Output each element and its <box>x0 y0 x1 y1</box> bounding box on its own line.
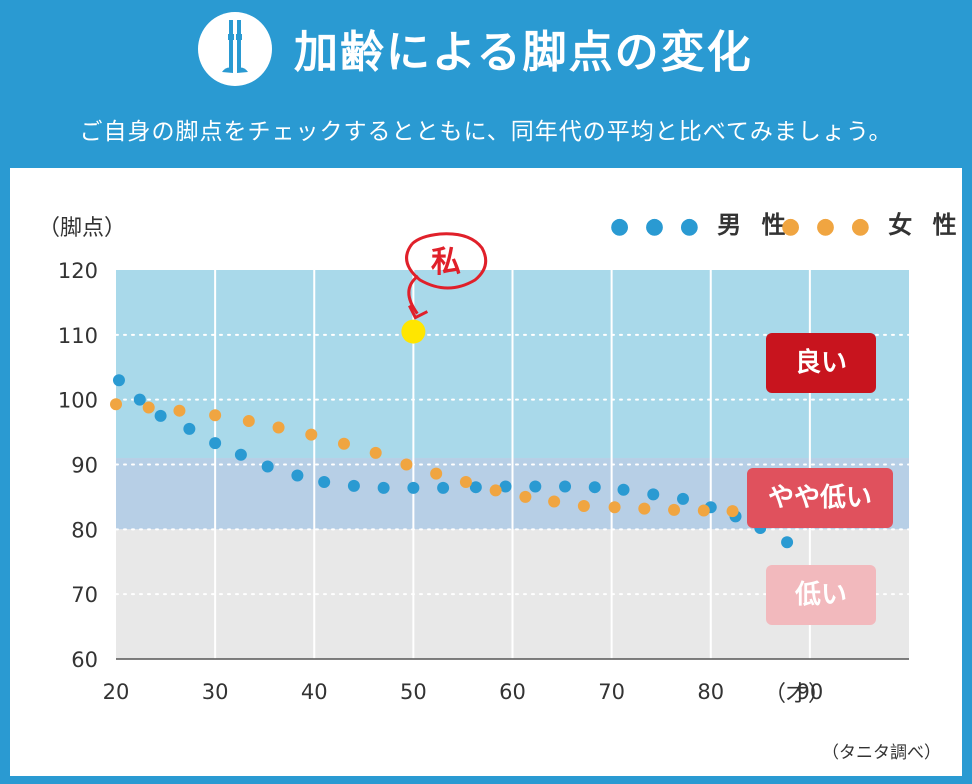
y-tick-label: 70 <box>71 583 98 607</box>
female-data-point <box>638 502 651 515</box>
male-data-point <box>291 469 304 482</box>
female-data-point <box>519 490 532 503</box>
y-axis-unit: （脚点） <box>38 216 127 241</box>
y-tick-label: 90 <box>71 454 98 478</box>
legend-female-label: 女 性 <box>888 211 963 239</box>
x-tick-label: 40 <box>301 680 328 704</box>
header: 加齢による脚点の変化 <box>0 0 972 92</box>
x-tick-label: 80 <box>697 680 724 704</box>
x-axis-unit: （才） <box>764 682 831 707</box>
female-data-point <box>726 505 739 518</box>
male-data-point <box>112 374 125 387</box>
male-data-point <box>318 476 331 489</box>
male-data-point <box>154 409 167 422</box>
female-data-point <box>142 401 155 414</box>
male-data-point <box>209 437 222 450</box>
female-data-point <box>577 499 590 512</box>
female-data-point <box>489 484 502 497</box>
female-data-point <box>209 409 222 422</box>
female-data-point <box>110 398 122 411</box>
female-data-point <box>272 421 285 434</box>
female-data-point <box>173 404 186 417</box>
male-data-point <box>183 422 196 435</box>
female-data-point <box>608 501 621 514</box>
female-data-point <box>459 476 472 489</box>
legend-male: ● ● ● 男 性 <box>610 205 792 240</box>
annotation-label: 私 <box>431 245 461 280</box>
legend-female: ● ● ● 女 性 <box>781 205 963 240</box>
male-data-point <box>499 480 512 493</box>
x-tick-label: 50 <box>400 680 427 704</box>
zone-badge-fair: やや低い <box>747 468 893 528</box>
legend-male-marker: ● ● ● <box>610 214 703 239</box>
x-tick-label: 30 <box>202 680 229 704</box>
legs-logo-icon <box>198 12 272 86</box>
male-data-point <box>347 479 360 492</box>
annotation-arrowhead <box>408 304 429 320</box>
female-data-point <box>430 467 443 480</box>
my-data-point <box>401 319 426 344</box>
male-data-point <box>647 488 660 501</box>
male-data-point <box>781 536 794 549</box>
y-tick-label: 110 <box>58 324 98 348</box>
male-data-point <box>529 480 542 493</box>
male-data-point <box>261 460 274 473</box>
y-tick-label: 100 <box>58 389 98 413</box>
male-data-point <box>469 481 482 494</box>
x-tick-label: 90 <box>797 680 824 704</box>
y-tick-label: 120 <box>58 259 98 283</box>
x-tick-label: 20 <box>103 680 130 704</box>
page-title: 加齢による脚点の変化 <box>294 27 753 78</box>
male-data-point <box>676 492 689 505</box>
legend-female-marker: ● ● ● <box>781 214 874 239</box>
source-note: （タニタ調べ） <box>822 743 941 763</box>
male-data-point <box>377 481 390 494</box>
female-data-point <box>548 495 561 508</box>
x-tick-label: 70 <box>598 680 625 704</box>
male-data-point <box>133 393 146 406</box>
female-data-point <box>305 428 318 441</box>
legend-male-label: 男 性 <box>717 211 792 239</box>
male-data-point <box>437 481 450 494</box>
annotation-arrow <box>407 274 419 315</box>
male-data-point <box>234 448 247 461</box>
y-tick-label: 60 <box>71 648 98 672</box>
male-data-point <box>407 481 420 494</box>
zone-badge-low: 低い <box>766 565 876 625</box>
female-data-point <box>400 458 413 471</box>
female-data-point <box>668 503 681 516</box>
zone-badge-good: 良い <box>766 333 876 393</box>
female-data-point <box>242 415 255 428</box>
y-tick-label: 80 <box>71 518 98 542</box>
x-tick-label: 60 <box>499 680 526 704</box>
female-data-point <box>369 446 382 459</box>
female-data-point <box>697 504 710 517</box>
male-data-point <box>559 480 572 493</box>
male-data-point <box>588 481 601 494</box>
page-subtitle: ご自身の脚点をチェックするとともに、同年代の平均と比べてみましょう。 <box>79 119 893 145</box>
male-data-point <box>617 483 630 496</box>
female-data-point <box>337 437 350 450</box>
